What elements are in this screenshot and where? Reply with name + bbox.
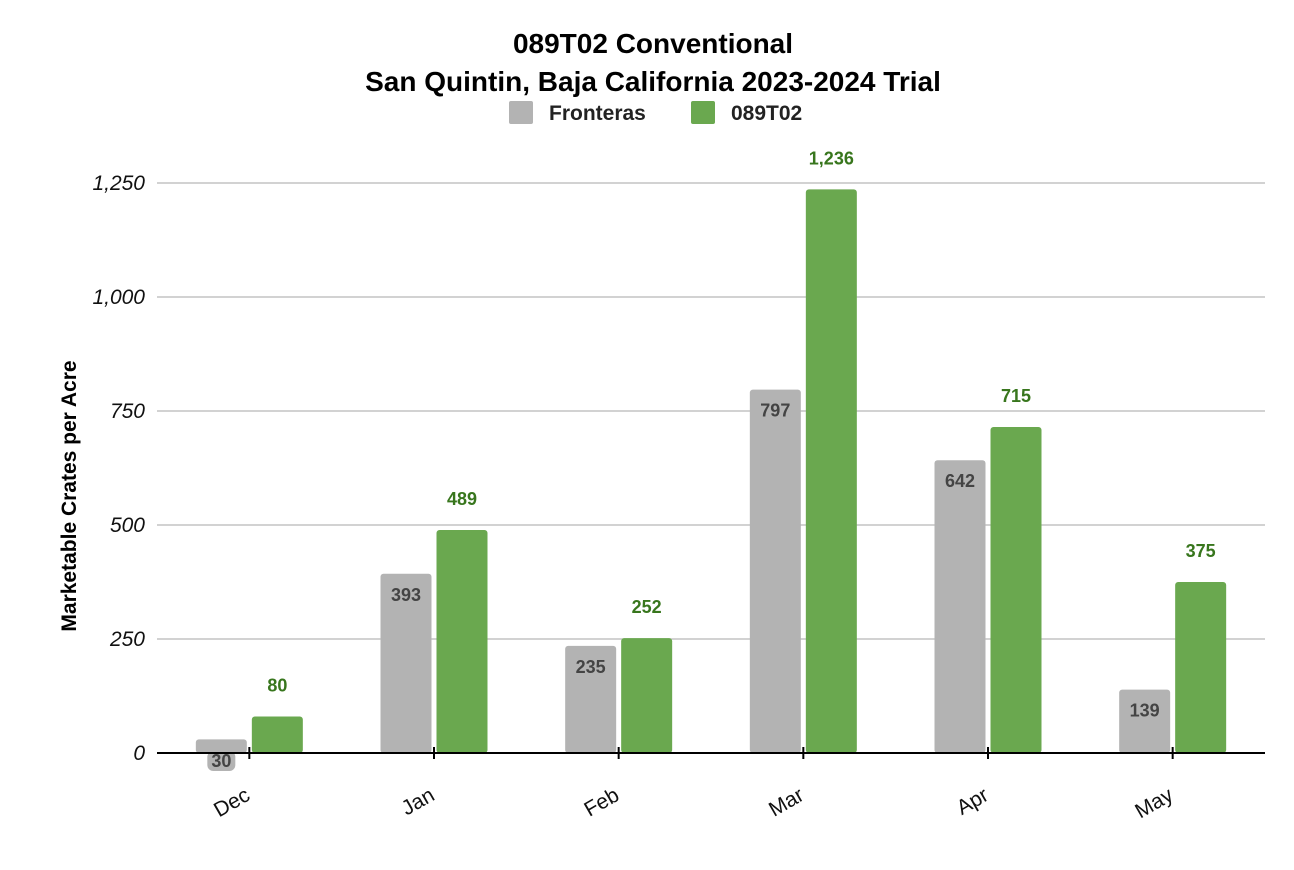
x-tick-label: Dec bbox=[210, 783, 254, 822]
bar-089t02-feb bbox=[621, 638, 673, 753]
legend-label: Fronteras bbox=[549, 102, 646, 125]
bar-fronteras-dec bbox=[195, 739, 247, 753]
chart-title: 089T02 Conventional San Quintin, Baja Ca… bbox=[365, 28, 941, 97]
bar-089t02-dec bbox=[251, 716, 303, 753]
x-tick-label: Jan bbox=[398, 783, 439, 820]
bars: 30 80 393 489 235 252 797 1,236 642 715 139 375 bbox=[195, 148, 1227, 771]
gridlines bbox=[157, 182, 1265, 640]
y-tick-label: 500 bbox=[110, 514, 145, 537]
bar-fronteras-mar bbox=[749, 389, 801, 753]
x-tick-label: Feb bbox=[580, 783, 623, 821]
y-tick-label: 1,000 bbox=[92, 286, 145, 309]
chart-title-line-1: 089T02 Conventional bbox=[513, 28, 793, 59]
legend: Fronteras 089T02 bbox=[509, 101, 802, 125]
data-label: 642 bbox=[945, 471, 975, 491]
y-tick-label: 0 bbox=[133, 742, 145, 765]
chart-title-line-2: San Quintin, Baja California 2023-2024 T… bbox=[365, 66, 941, 97]
legend-swatch bbox=[509, 101, 533, 124]
data-label: 252 bbox=[632, 597, 662, 617]
y-tick-label: 250 bbox=[109, 628, 145, 651]
data-label: 797 bbox=[760, 401, 790, 421]
data-label: 1,236 bbox=[809, 148, 854, 168]
data-label: 139 bbox=[1130, 701, 1160, 721]
y-tick-label: 750 bbox=[110, 400, 145, 423]
y-axis-label: Marketable Crates per Acre bbox=[58, 360, 81, 631]
x-tick-label: May bbox=[1131, 783, 1177, 823]
data-label: 80 bbox=[267, 676, 287, 696]
bar-fronteras-feb bbox=[565, 645, 617, 753]
data-label: 30 bbox=[211, 751, 231, 771]
data-label-bg bbox=[207, 751, 236, 771]
data-label: 489 bbox=[447, 489, 477, 509]
bar-fronteras-jan bbox=[380, 573, 432, 753]
bar-089t02-jan bbox=[436, 530, 488, 753]
data-label: 393 bbox=[391, 585, 421, 605]
bar-089t02-apr bbox=[990, 426, 1042, 753]
legend-swatch bbox=[691, 101, 715, 124]
data-label: 715 bbox=[1001, 386, 1031, 406]
bar-089t02-may bbox=[1175, 582, 1227, 753]
x-tick-label: Mar bbox=[765, 783, 808, 821]
data-label: 235 bbox=[576, 657, 606, 677]
x-tick-label: Apr bbox=[953, 783, 993, 819]
bar-fronteras-may bbox=[1119, 689, 1171, 753]
x-axis: Dec Jan Feb Mar Apr May bbox=[157, 747, 1265, 823]
bar-089t02-mar bbox=[805, 189, 857, 753]
bar-fronteras-apr bbox=[934, 460, 986, 753]
legend-label: 089T02 bbox=[731, 102, 802, 125]
y-axis: 0 250 500 750 1,000 1,250 bbox=[92, 172, 145, 765]
y-tick-label: 1,250 bbox=[92, 172, 145, 195]
data-label: 375 bbox=[1186, 541, 1216, 561]
